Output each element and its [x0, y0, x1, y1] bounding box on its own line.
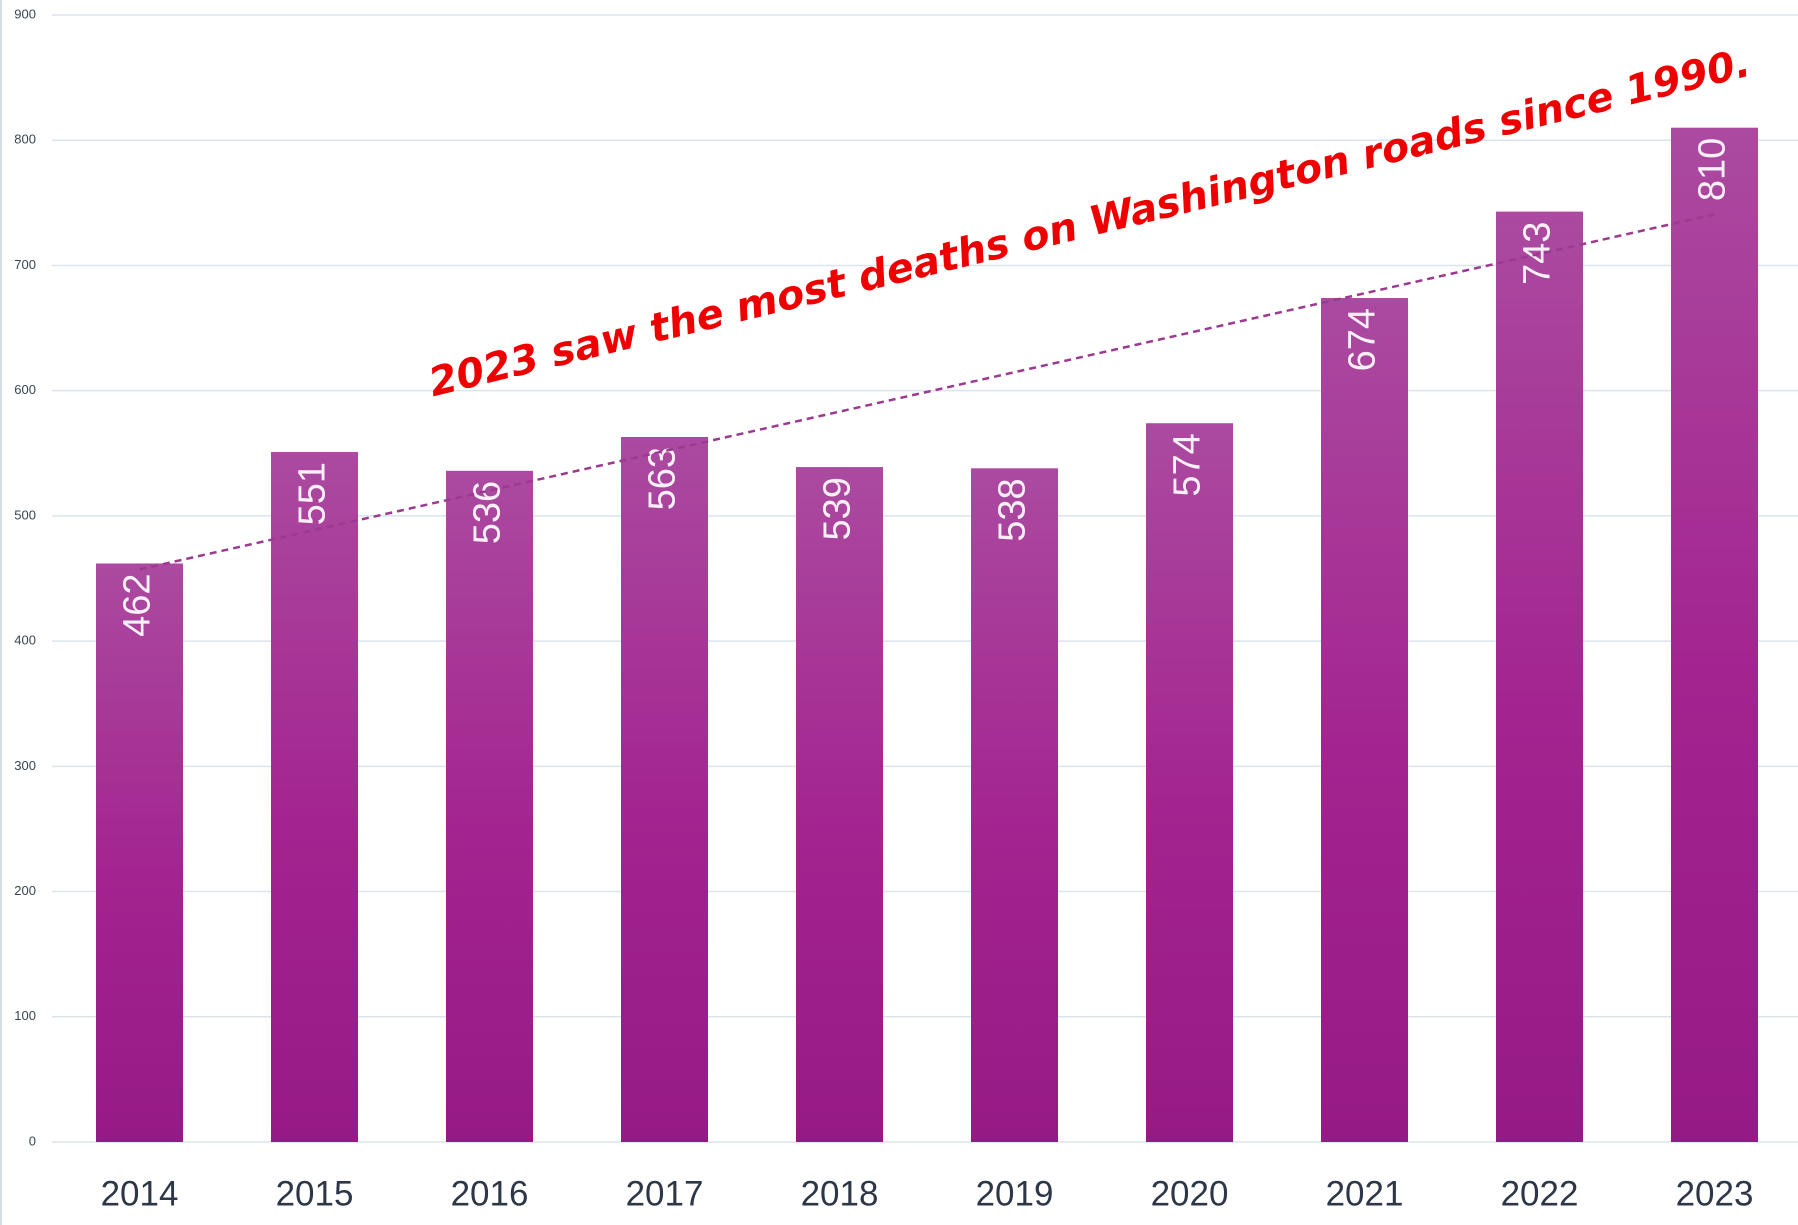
- value-label: 462: [117, 573, 159, 636]
- y-tick-label: 100: [14, 1008, 36, 1023]
- x-tick-label: 2022: [1501, 1174, 1579, 1213]
- bar: [1146, 423, 1233, 1142]
- x-tick-label: 2019: [976, 1174, 1054, 1213]
- y-tick-label: 600: [14, 382, 36, 397]
- value-label: 551: [292, 462, 334, 525]
- y-tick-label: 200: [14, 883, 36, 898]
- bar: [971, 468, 1058, 1142]
- value-label: 574: [1167, 433, 1209, 496]
- x-tick-label: 2017: [626, 1174, 704, 1213]
- value-label: 563: [642, 447, 684, 510]
- value-label: 674: [1342, 308, 1384, 371]
- x-tick-label: 2020: [1151, 1174, 1229, 1213]
- y-tick-label: 800: [14, 132, 36, 147]
- bar: [1671, 127, 1758, 1142]
- y-tick-label: 300: [14, 758, 36, 773]
- trend-line: [139, 213, 1715, 571]
- value-label: 810: [1692, 138, 1734, 201]
- y-tick-label: 700: [14, 257, 36, 272]
- x-tick-label: 2018: [801, 1174, 879, 1213]
- bar: [96, 563, 183, 1142]
- y-tick-label: 900: [14, 6, 36, 21]
- bar: [621, 436, 708, 1142]
- bar: [271, 452, 358, 1143]
- y-tick-label: 500: [14, 507, 36, 522]
- value-label: 536: [467, 481, 509, 544]
- value-label: 538: [992, 478, 1034, 541]
- bar: [1496, 211, 1583, 1143]
- y-tick-label: 0: [29, 1133, 36, 1148]
- y-tick-label: 400: [14, 633, 36, 648]
- value-label: 539: [817, 477, 859, 540]
- bar: [796, 467, 883, 1142]
- bar: [446, 470, 533, 1142]
- x-tick-label: 2014: [101, 1174, 179, 1213]
- x-tick-label: 2015: [276, 1174, 354, 1213]
- x-tick-label: 2023: [1676, 1174, 1754, 1213]
- x-tick-label: 2016: [451, 1174, 529, 1213]
- x-tick-label: 2021: [1326, 1174, 1404, 1213]
- bar: [1321, 298, 1408, 1143]
